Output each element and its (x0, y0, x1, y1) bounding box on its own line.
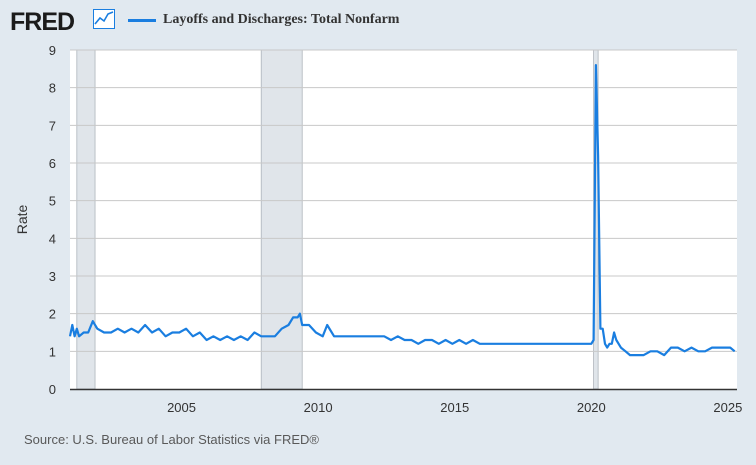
series-line (68, 63, 736, 357)
legend-series-label: Layoffs and Discharges: Total Nonfarm (163, 12, 400, 27)
legend-line-swatch (128, 19, 156, 22)
x-tick-label: 2025 (713, 400, 742, 415)
chart-header: FRED Layoffs and Discharges: Total Nonfa… (10, 6, 746, 36)
y-tick-label: 3 (49, 269, 56, 284)
recession-band (76, 49, 96, 390)
fred-logo[interactable]: FRED (10, 8, 75, 36)
x-tick-label: 2005 (167, 400, 196, 415)
y-axis-label: Rate (14, 205, 30, 235)
y-tick-label: 4 (49, 231, 56, 246)
y-tick-label: 7 (49, 118, 56, 133)
y-tick-label: 2 (49, 307, 56, 322)
y-tick-label: 0 (49, 382, 56, 397)
y-tick-label: 5 (49, 194, 56, 209)
y-tick-label: 8 (49, 81, 56, 96)
y-tick-label: 6 (49, 156, 56, 171)
source-note: Source: U.S. Bureau of Labor Statistics … (24, 432, 319, 447)
recession-band (260, 49, 303, 390)
x-tick-label: 2010 (304, 400, 333, 415)
x-tick-label: 2020 (577, 400, 606, 415)
fred-graph-icon (93, 9, 115, 29)
line-chart: 0 1 2 3 4 5 6 7 8 9 2005 2010 2015 2020 2025 Rate (14, 43, 742, 415)
y-tick-label: 9 (49, 43, 56, 58)
y-tick-label: 1 (49, 344, 56, 359)
x-tick-label: 2015 (440, 400, 469, 415)
